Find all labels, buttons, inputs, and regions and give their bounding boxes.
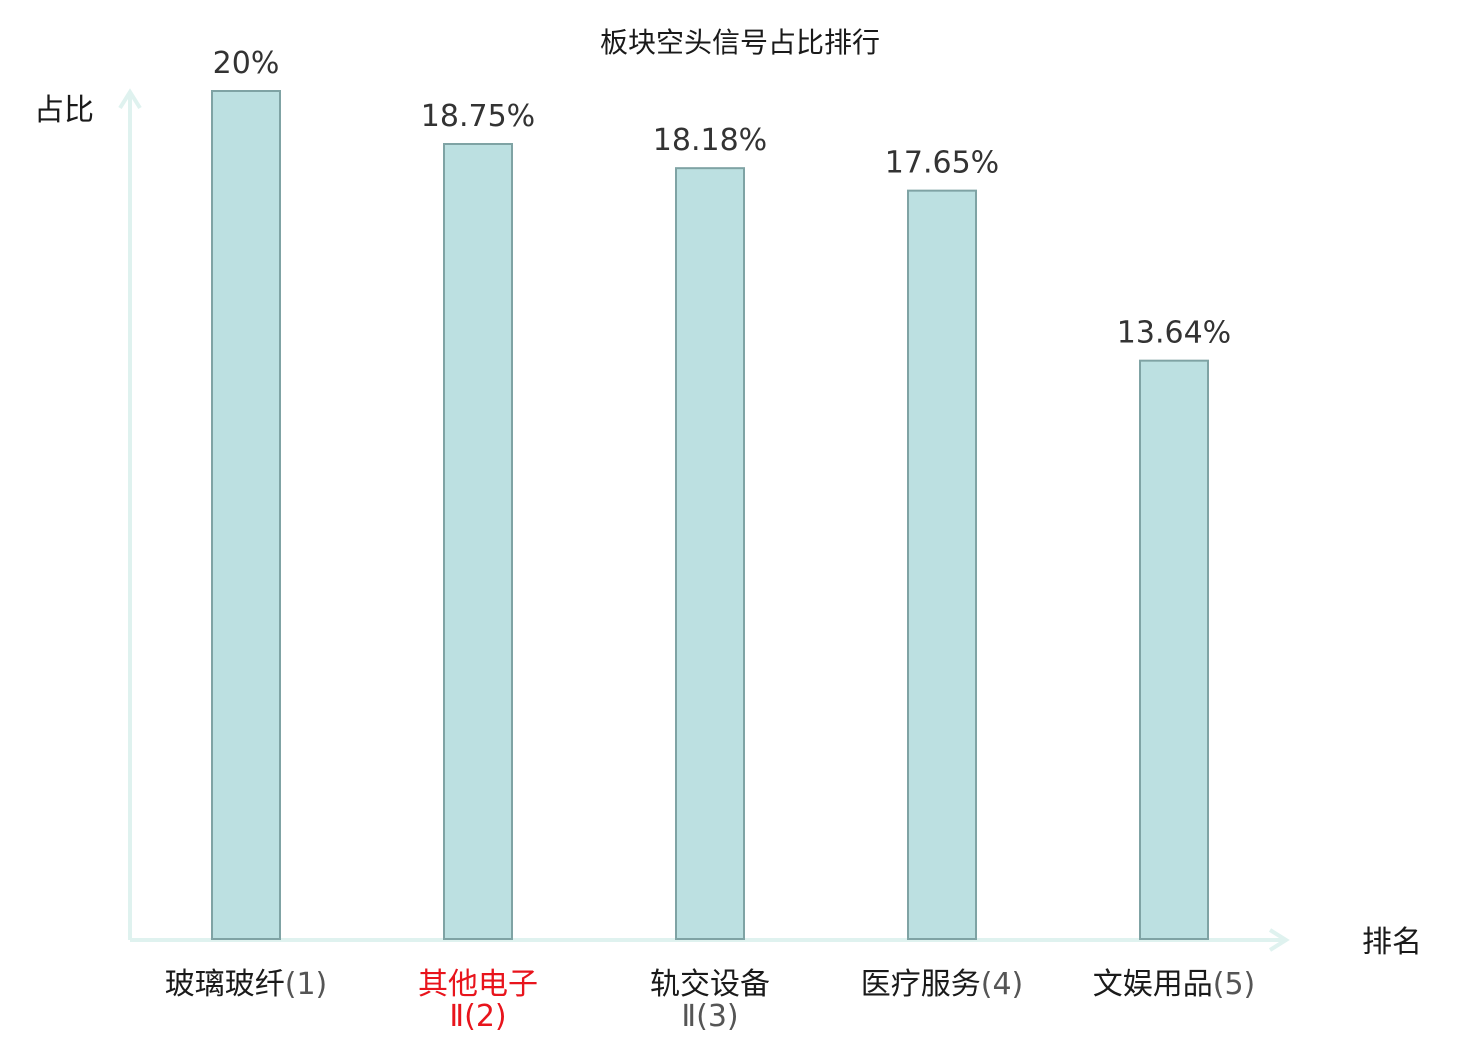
x-axis-label: 排名 bbox=[1362, 925, 1422, 960]
value-label-1: 20% bbox=[213, 46, 280, 81]
bar-2 bbox=[443, 143, 513, 940]
value-label-5: 13.64% bbox=[1117, 316, 1231, 351]
category-label-3: 轨交设备 bbox=[650, 967, 770, 1002]
bar-4 bbox=[907, 189, 977, 940]
category-sublabel-3: Ⅱ(3) bbox=[681, 999, 738, 1034]
category-label-5: 文娱用品(5) bbox=[1093, 967, 1256, 1002]
bar-3 bbox=[675, 167, 745, 940]
value-label-2: 18.75% bbox=[421, 99, 535, 134]
bar-1 bbox=[211, 90, 281, 940]
category-sublabel-2: Ⅱ(2) bbox=[449, 999, 506, 1034]
category-label-1: 玻璃玻纤(1) bbox=[165, 967, 328, 1002]
category-label-4: 医疗服务(4) bbox=[861, 967, 1024, 1002]
category-label-2: 其他电子 bbox=[418, 967, 538, 1002]
y-axis-label: 占比 bbox=[34, 93, 94, 128]
x-axis-arrow bbox=[1268, 928, 1290, 952]
value-label-3: 18.18% bbox=[653, 123, 767, 158]
y-axis-arrow bbox=[118, 88, 142, 110]
value-label-4: 17.65% bbox=[885, 146, 999, 181]
bar-5 bbox=[1139, 359, 1209, 940]
chart-title: 板块空头信号占比排行 bbox=[600, 26, 880, 59]
